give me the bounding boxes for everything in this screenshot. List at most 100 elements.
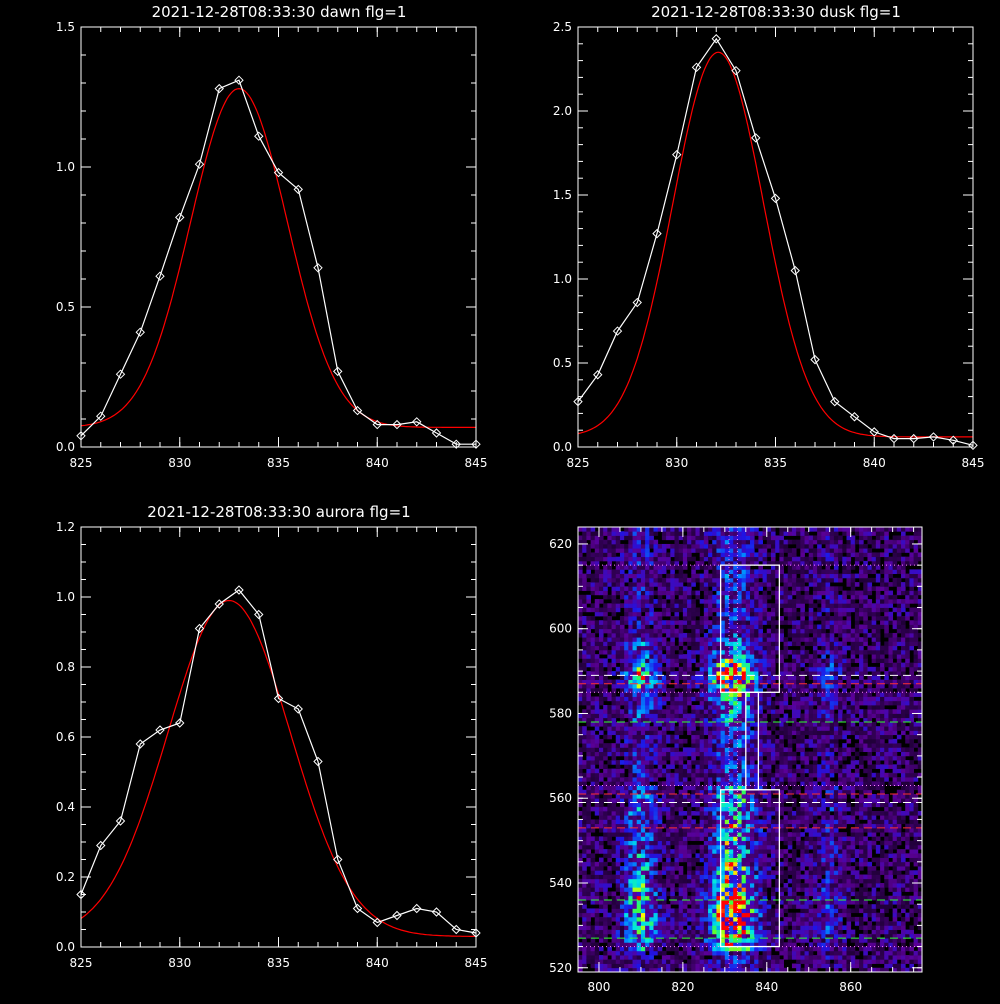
heatmap-cell (654, 773, 659, 778)
heatmap-cell (633, 544, 638, 549)
heatmap-cell (578, 739, 583, 744)
heatmap-cell (754, 650, 759, 655)
heatmap-cell (595, 786, 600, 791)
heatmap-cell (737, 858, 742, 863)
heatmap-cell (712, 548, 717, 553)
heatmap-cell (750, 764, 755, 769)
heatmap-cell (662, 853, 667, 858)
heatmap-cell (641, 557, 646, 562)
heatmap-cell (729, 578, 734, 583)
heatmap-cell (754, 964, 759, 969)
heatmap-cell (641, 569, 646, 574)
heatmap-cell (637, 858, 642, 863)
heatmap-cell (616, 641, 621, 646)
heatmap-cell (763, 887, 768, 892)
heatmap-cell (683, 875, 688, 880)
heatmap-cell (708, 836, 713, 841)
heatmap-cell (620, 841, 625, 846)
heatmap-cell (633, 620, 638, 625)
heatmap-cell (670, 650, 675, 655)
heatmap-cell (695, 794, 700, 799)
heatmap-cell (729, 722, 734, 727)
heatmap-cell (633, 629, 638, 634)
heatmap-cell (662, 794, 667, 799)
heatmap-cell (763, 921, 768, 926)
heatmap-cell (712, 752, 717, 757)
heatmap-cell (578, 548, 583, 553)
heatmap-cell (750, 658, 755, 663)
heatmap-cell (666, 535, 671, 540)
heatmap-cell (758, 595, 763, 600)
heatmap-cell (691, 637, 696, 642)
heatmap-cell (687, 692, 692, 697)
heatmap-cell (691, 845, 696, 850)
heatmap-cell (658, 667, 663, 672)
heatmap-cell (683, 879, 688, 884)
heatmap-cell (658, 752, 663, 757)
heatmap-cell (633, 743, 638, 748)
heatmap-cell (586, 752, 591, 757)
heatmap-cell (603, 531, 608, 536)
heatmap-cell (708, 964, 713, 969)
heatmap-cell (729, 671, 734, 676)
heatmap-cell (746, 756, 751, 761)
heatmap-cell (658, 709, 663, 714)
heatmap-cell (582, 684, 587, 689)
heatmap-cell (704, 811, 709, 816)
heatmap-cell (691, 836, 696, 841)
heatmap-cell (767, 540, 772, 545)
heatmap-cell (767, 964, 772, 969)
heatmap-cell (775, 777, 780, 782)
heatmap-cell (624, 641, 629, 646)
heatmap-cell (674, 531, 679, 536)
heatmap-cell (708, 603, 713, 608)
heatmap-cell (704, 832, 709, 837)
heatmap-cell (767, 836, 772, 841)
heatmap-cell (628, 612, 633, 617)
heatmap-cell (750, 586, 755, 591)
heatmap-cell (750, 646, 755, 651)
heatmap-cell (612, 692, 617, 697)
heatmap-cell (607, 650, 612, 655)
heatmap-cell (641, 781, 646, 786)
heatmap-cell (708, 739, 713, 744)
heatmap-cell (649, 620, 654, 625)
heatmap-cell (620, 917, 625, 922)
heatmap-cell (633, 608, 638, 613)
heatmap-cell (633, 955, 638, 960)
heatmap-cell (670, 548, 675, 553)
x-tick-label: 835 (764, 456, 787, 470)
heatmap-cell (628, 756, 633, 761)
heatmap-cell (729, 908, 734, 913)
heatmap-cell (704, 917, 709, 922)
heatmap-cell (628, 531, 633, 536)
heatmap-cell (628, 552, 633, 557)
heatmap-cell (654, 722, 659, 727)
heatmap-cell (742, 569, 747, 574)
heatmap-cell (595, 675, 600, 680)
heatmap-cell (603, 722, 608, 727)
heatmap-cell (612, 896, 617, 901)
heatmap-cell (729, 841, 734, 846)
heatmap-cell (700, 925, 705, 930)
heatmap-cell (586, 802, 591, 807)
heatmap-cell (771, 654, 776, 659)
heatmap-cell (691, 735, 696, 740)
heatmap-cell (645, 646, 650, 651)
heatmap-cell (758, 667, 763, 672)
heatmap-cell (620, 811, 625, 816)
heatmap-cell (742, 900, 747, 905)
heatmap-cell (683, 917, 688, 922)
heatmap-cell (645, 705, 650, 710)
heatmap-cell (641, 667, 646, 672)
heatmap-cell (746, 752, 751, 757)
heatmap-cell (750, 705, 755, 710)
heatmap-cell (603, 930, 608, 935)
heatmap-cell (649, 802, 654, 807)
heatmap-cell (624, 578, 629, 583)
heatmap-cell (649, 921, 654, 926)
heatmap-cell (712, 858, 717, 863)
heatmap-cell (683, 675, 688, 680)
heatmap-cell (767, 658, 772, 663)
heatmap-cell (721, 917, 726, 922)
